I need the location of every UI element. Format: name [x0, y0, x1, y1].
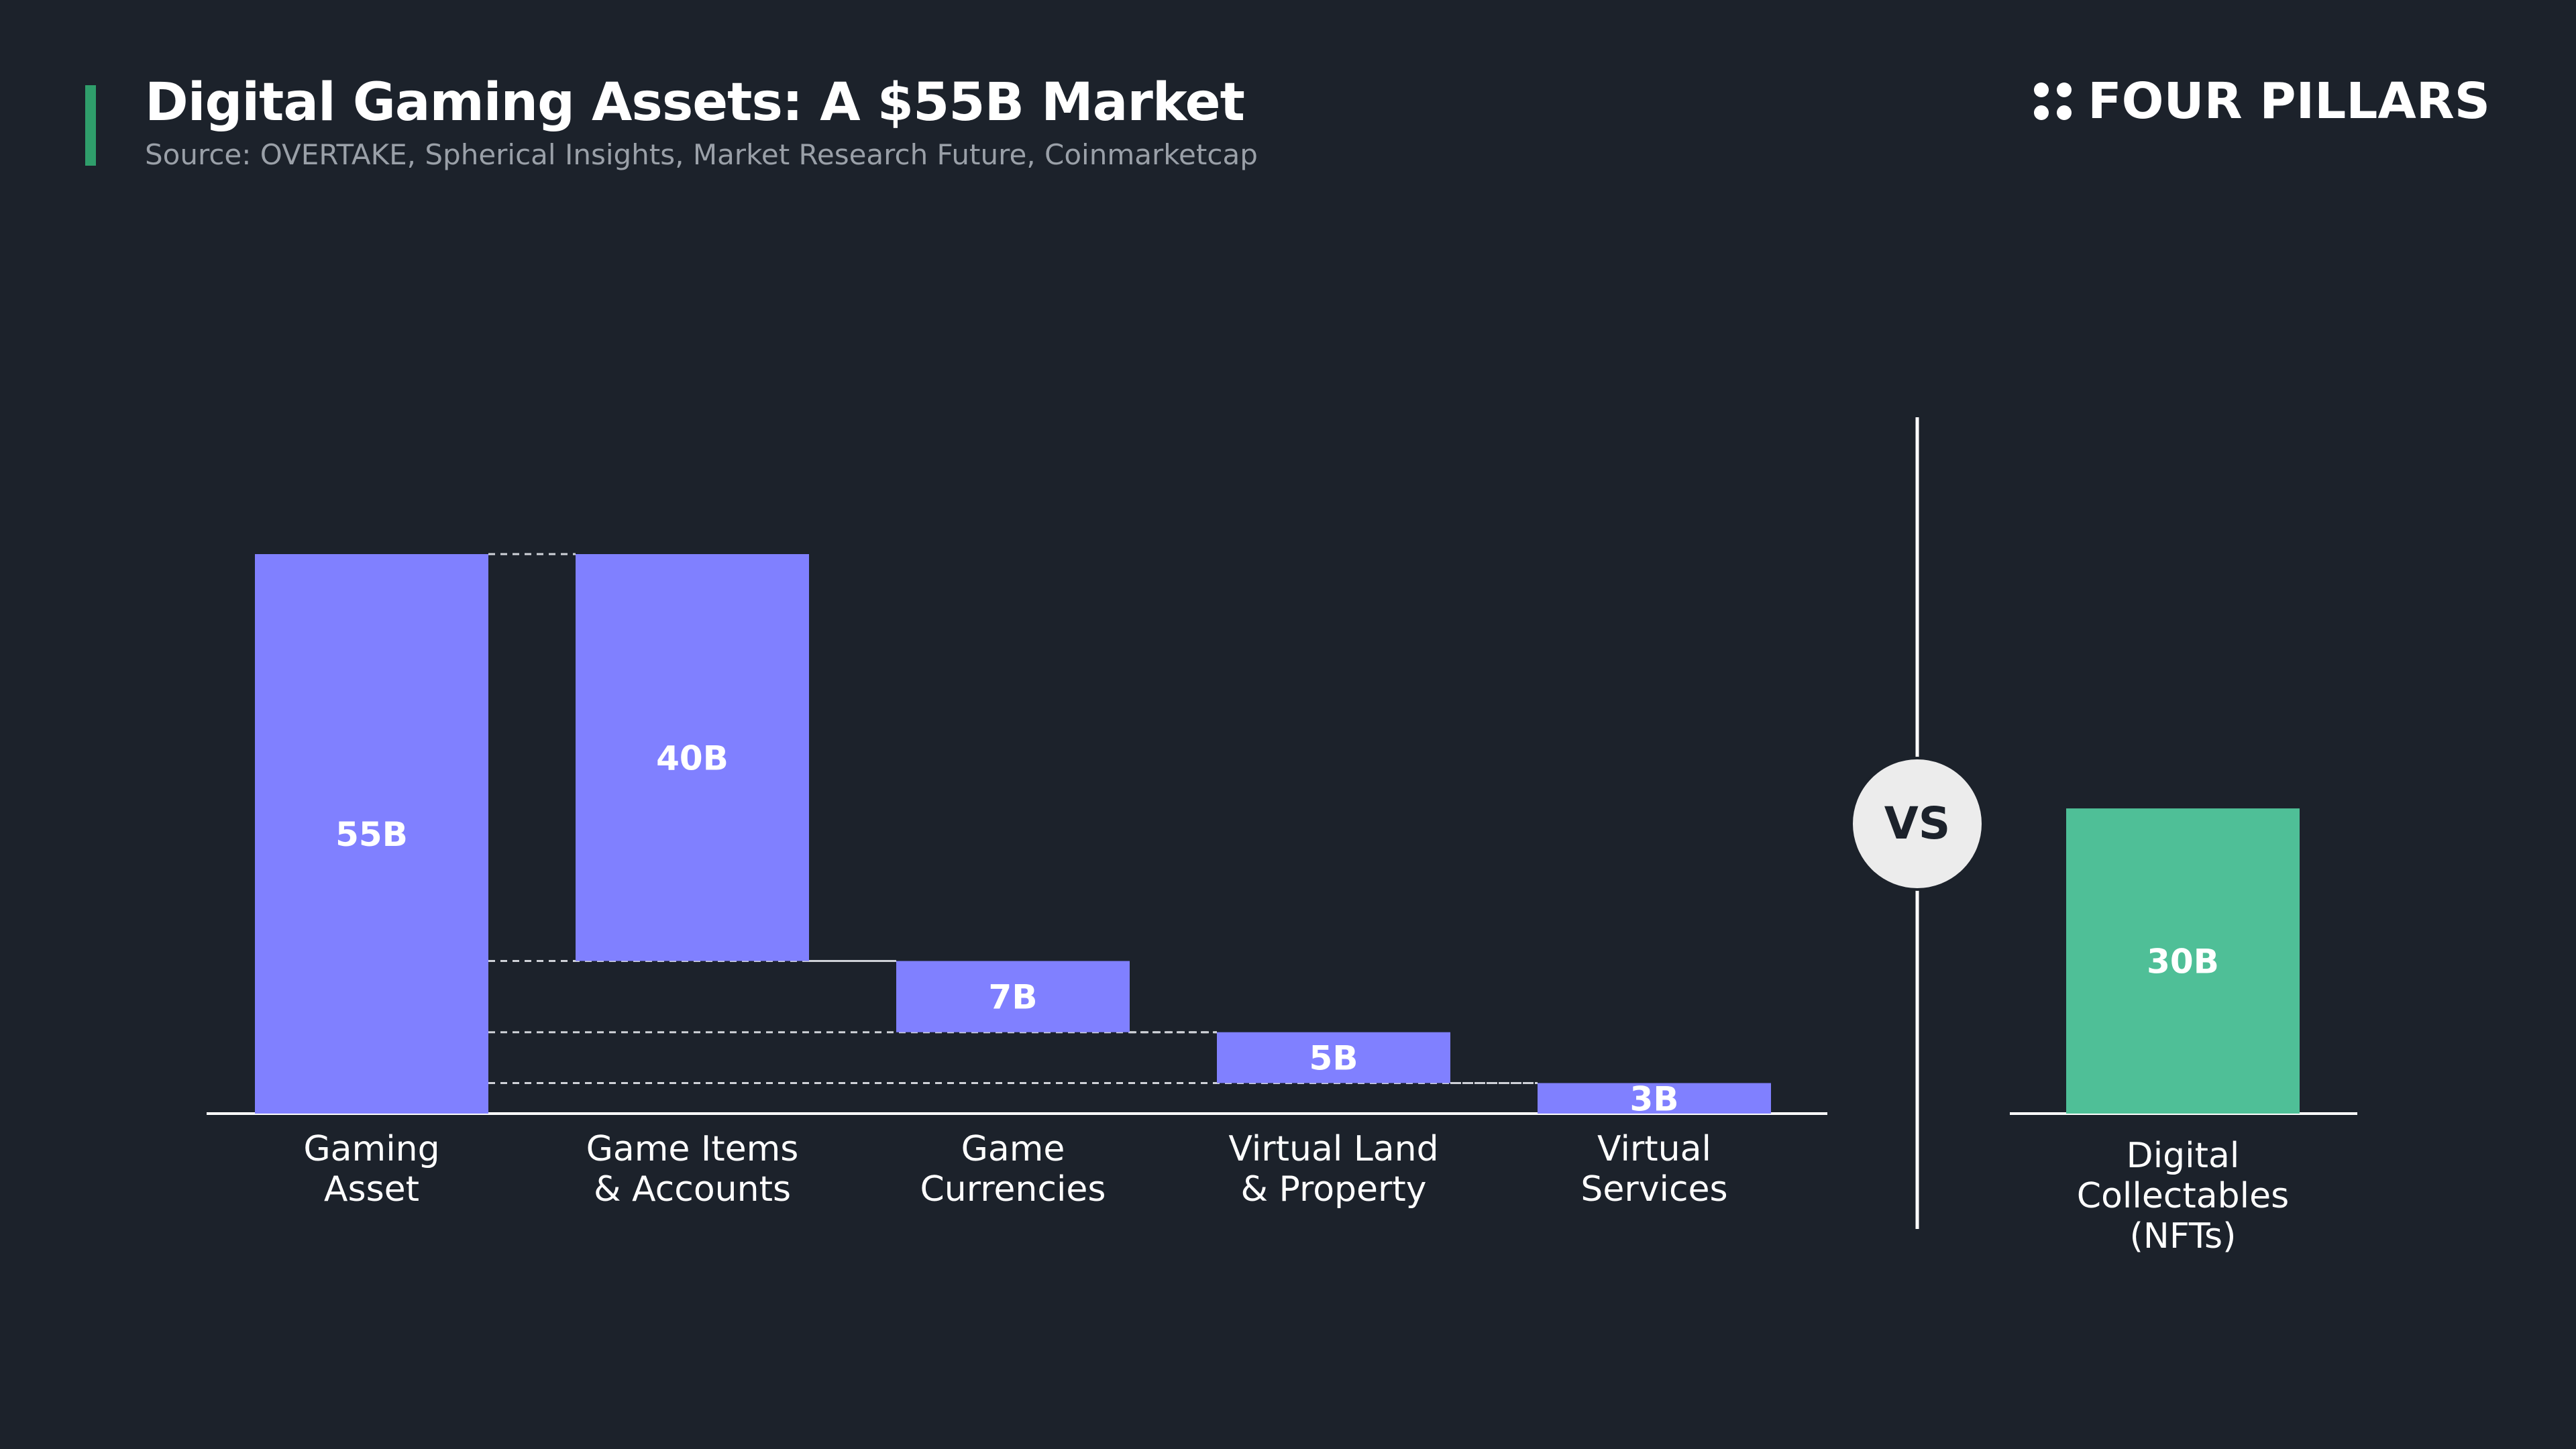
brand-logo: FOUR PILLARS [2034, 72, 2490, 130]
nft-category-label-line-2: Collectables [2077, 1176, 2289, 1216]
four-dots-icon [2034, 83, 2072, 120]
nft-bar-value-label: 30B [2147, 943, 2219, 981]
nft-category-label-line-3: (NFTs) [2130, 1216, 2237, 1256]
bar-value-label-2: 40B [656, 739, 729, 777]
bar-1 [255, 554, 488, 1114]
nft-bar [2066, 808, 2300, 1114]
category-label-1-line-1: Gaming [303, 1129, 439, 1169]
source-note: Source: OVERTAKE, Spherical Insights, Ma… [145, 138, 1258, 171]
bar-3 [896, 961, 1130, 1032]
page-title: Digital Gaming Assets: A $55B Market [145, 72, 1245, 133]
bar-5 [1538, 1083, 1771, 1114]
category-label-3-line-2: Currencies [920, 1169, 1106, 1210]
bar-2 [576, 554, 809, 961]
category-label-5-line-2: Services [1580, 1169, 1727, 1210]
bar-value-label-4: 5B [1309, 1039, 1358, 1078]
bar-value-label-5: 3B [1630, 1079, 1679, 1118]
bar-value-label-3: 7B [989, 978, 1038, 1017]
nft-category-label-line-1: Digital [2127, 1136, 2240, 1176]
brand-name: FOUR PILLARS [2088, 72, 2490, 130]
vs-label: VS [1884, 798, 1951, 849]
category-label-4-line-2: & Property [1240, 1169, 1426, 1210]
category-label-1-line-2: Asset [324, 1169, 419, 1210]
category-label-3-line-1: Game [961, 1129, 1065, 1169]
vs-badge [1850, 757, 1984, 891]
category-label-5-line-1: Virtual [1597, 1129, 1711, 1169]
category-label-2-line-2: & Accounts [594, 1169, 791, 1210]
category-label-4-line-1: Virtual Land [1228, 1129, 1438, 1169]
title-accent-bar [85, 85, 96, 166]
category-label-2-line-1: Game Items [586, 1129, 799, 1169]
bar-value-label-1: 55B [335, 815, 408, 854]
bar-4 [1217, 1032, 1450, 1083]
